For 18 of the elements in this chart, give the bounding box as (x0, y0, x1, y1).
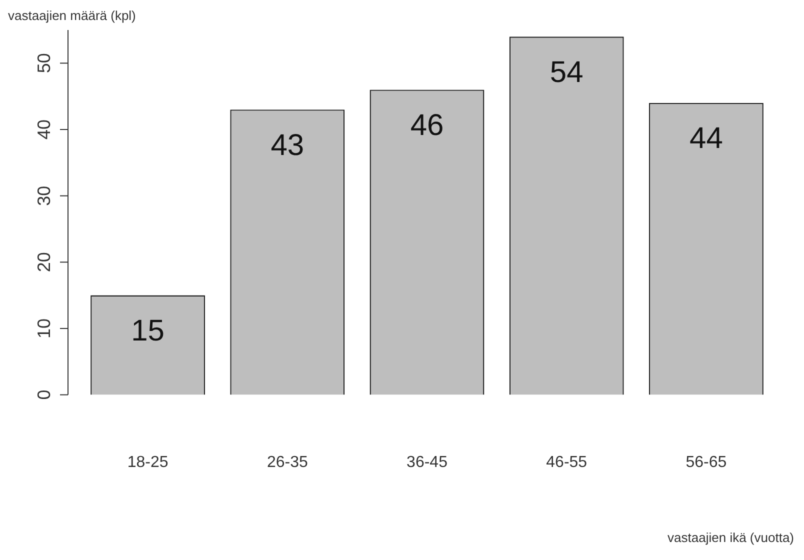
data-label: 54 (550, 56, 584, 89)
y-axis-title: vastaajien määrä (kpl) (8, 8, 136, 24)
x-tick-label: 36-45 (406, 454, 448, 471)
y-tick-label: 30 (34, 186, 54, 206)
x-tick-label: 26-35 (266, 454, 308, 471)
data-label: 44 (690, 122, 723, 156)
x-tick-label: 46-55 (546, 454, 588, 471)
y-tick-label: 50 (34, 53, 54, 74)
y-tick-label: 0 (34, 390, 54, 400)
x-axis-title: vastaajien ikä (vuotta) (668, 530, 794, 546)
x-tick-label: 18-25 (127, 454, 168, 471)
y-tick-label: 20 (34, 252, 54, 272)
data-label: 15 (131, 314, 164, 348)
y-tick-label: 40 (34, 119, 54, 140)
data-label: 43 (270, 128, 304, 162)
y-tick-label: 10 (34, 318, 54, 338)
x-tick-label: 56-65 (686, 454, 727, 471)
data-label: 46 (410, 108, 444, 142)
